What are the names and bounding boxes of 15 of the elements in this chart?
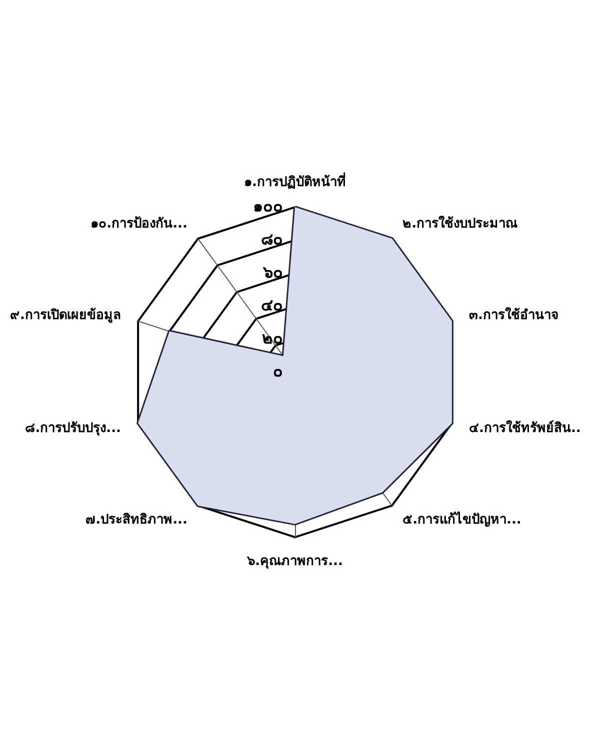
spoke-label: ๑๐.การป้องกัน... (90, 216, 188, 232)
spoke-label: ๕.การแก้ไขปัญหา... (402, 510, 522, 528)
spoke-label: ๘.การปรับปรุง... (25, 421, 121, 436)
spoke-label: ๔.การใช้ทรัพย์สิน... (469, 419, 586, 436)
spoke-label: ๓.การใช้อำนาจ (469, 306, 559, 324)
y-tick-label: ๖๐ (262, 264, 283, 282)
spoke-label: ๙.การเปิดเผยข้อมูล (10, 307, 121, 324)
y-tick-label: ๑๐๐ (253, 198, 283, 216)
spoke-label: ๒.การใช้งบประมาณ (402, 214, 518, 232)
y-tick-label: ๘๐ (261, 232, 283, 249)
spoke-label: ๗.ประสิทธิภาพ... (86, 512, 188, 528)
y-tick-label: ๐ (273, 364, 283, 381)
spoke-label: ๖.คุณภาพการ... (246, 554, 343, 570)
y-tick-label: ๔๐ (261, 298, 283, 315)
spoke-label: ๑.การปฏิบัติหน้าที่ (244, 172, 346, 190)
